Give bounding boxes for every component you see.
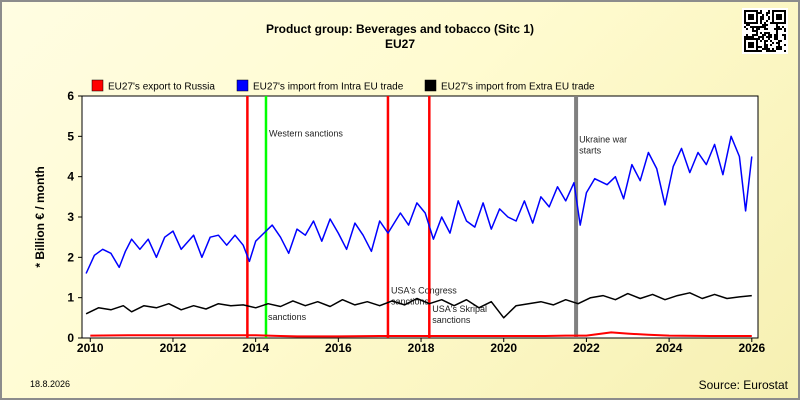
legend-label-1: EU27's import from Intra EU trade [253, 82, 404, 93]
axes: 0 1 2 3 4 5 6 2010 2012 2014 2016 2018 2020 2022 2024 2… [67, 89, 765, 355]
y-tick-0: 0 [67, 331, 74, 345]
plot-area [81, 95, 759, 339]
series-line-0 [90, 331, 752, 338]
y-tick-5: 5 [67, 129, 74, 143]
series-line-2 [85, 292, 752, 319]
x-tick-3: 2016 [325, 341, 352, 355]
series-line-1 [85, 135, 753, 274]
x-tick-8: 2026 [738, 341, 765, 355]
x-tick-1: 2012 [160, 341, 187, 355]
y-tick-1: 1 [67, 291, 74, 305]
legend-swatch-2 [424, 79, 437, 92]
y-tick-2: 2 [67, 250, 74, 264]
legend-label-2: EU27's import from Extra EU trade [441, 82, 595, 93]
chart-subtitle: EU27 [385, 37, 415, 51]
x-tick-6: 2022 [573, 341, 600, 355]
y-axis-label: * Billion € / month [33, 166, 47, 267]
annotation-0: sanctions [268, 312, 307, 322]
legend-label-0: EU27's export to Russia [108, 82, 215, 93]
legend-swatch-0 [91, 79, 104, 92]
x-tick-0: 2010 [77, 341, 104, 355]
footer-date: 18.8.2026 [30, 379, 70, 389]
y-tick-6: 6 [67, 89, 74, 103]
qr-code-icon [742, 8, 788, 54]
x-tick-2: 2014 [242, 341, 269, 355]
chart-title: Product group: Beverages and tobacco (Si… [266, 22, 534, 36]
y-tick-4: 4 [67, 170, 74, 184]
event-label-0: Western sanctions [269, 128, 343, 138]
x-tick-5: 2020 [490, 341, 517, 355]
legend-swatch-1 [236, 79, 249, 92]
x-tick-7: 2024 [656, 341, 683, 355]
event-label-4: Ukraine war starts [579, 134, 627, 155]
legend: EU27's export to Russia EU27's import fro… [91, 79, 595, 93]
footer-source: Source: Eurostat [699, 378, 789, 392]
event-label-3: USA's Skripal sanctions [432, 304, 487, 325]
series-lines [85, 135, 753, 338]
y-tick-3: 3 [67, 210, 74, 224]
x-tick-4: 2018 [408, 341, 435, 355]
